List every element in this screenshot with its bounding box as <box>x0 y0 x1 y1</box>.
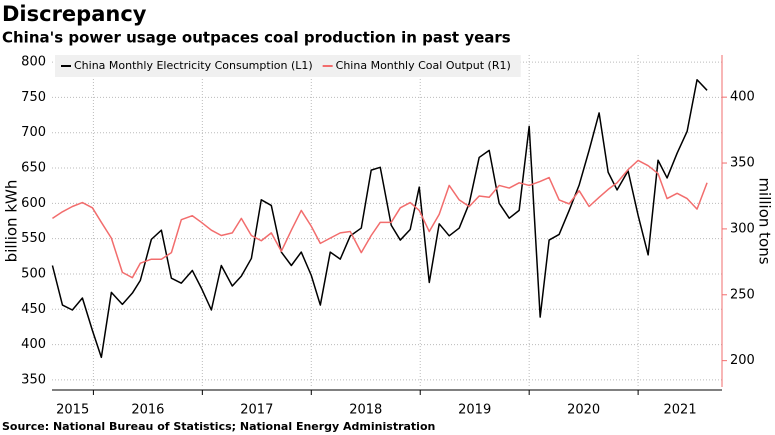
y2-tick-label: 400 <box>730 90 755 105</box>
y-tick-label: 400 <box>21 337 46 352</box>
y-tick-label: 750 <box>21 90 46 105</box>
x-tick-label: 2017 <box>240 403 273 418</box>
y-tick-label: 550 <box>21 231 46 246</box>
x-tick-label: 2016 <box>131 403 164 418</box>
series-line <box>52 159 708 279</box>
y2-axis-label: million tons <box>756 177 774 264</box>
y-axis-label: billion kWh <box>3 180 21 263</box>
legend-label: China Monthly Electricity Consumption (L… <box>74 59 313 72</box>
y-tick-label: 600 <box>21 196 46 211</box>
y2-tick-label: 350 <box>730 156 755 171</box>
y-tick-label: 500 <box>21 266 46 281</box>
legend-box <box>55 55 521 77</box>
x-tick-label: 2018 <box>349 403 382 418</box>
chart-title: Discrepancy <box>2 2 147 26</box>
y2-tick-label: 250 <box>730 287 755 302</box>
x-tick-label: 2019 <box>458 403 491 418</box>
y-tick-label: 350 <box>21 372 46 387</box>
chart-subtitle: China's power usage outpaces coal produc… <box>2 29 511 47</box>
y-tick-label: 700 <box>21 125 46 140</box>
x-tick-label: 2021 <box>664 403 697 418</box>
y-tick-label: 650 <box>21 161 46 176</box>
x-tick-label: 2015 <box>56 403 89 418</box>
series-line <box>51 78 708 359</box>
x-tick-label: 2020 <box>567 403 600 418</box>
y-tick-label: 450 <box>21 302 46 317</box>
y2-tick-label: 200 <box>730 353 755 368</box>
source-note: Source: National Bureau of Statistics; N… <box>2 420 435 433</box>
legend-label: China Monthly Coal Output (R1) <box>336 59 511 72</box>
y2-tick-label: 300 <box>730 221 755 236</box>
y-tick-label: 800 <box>21 55 46 70</box>
